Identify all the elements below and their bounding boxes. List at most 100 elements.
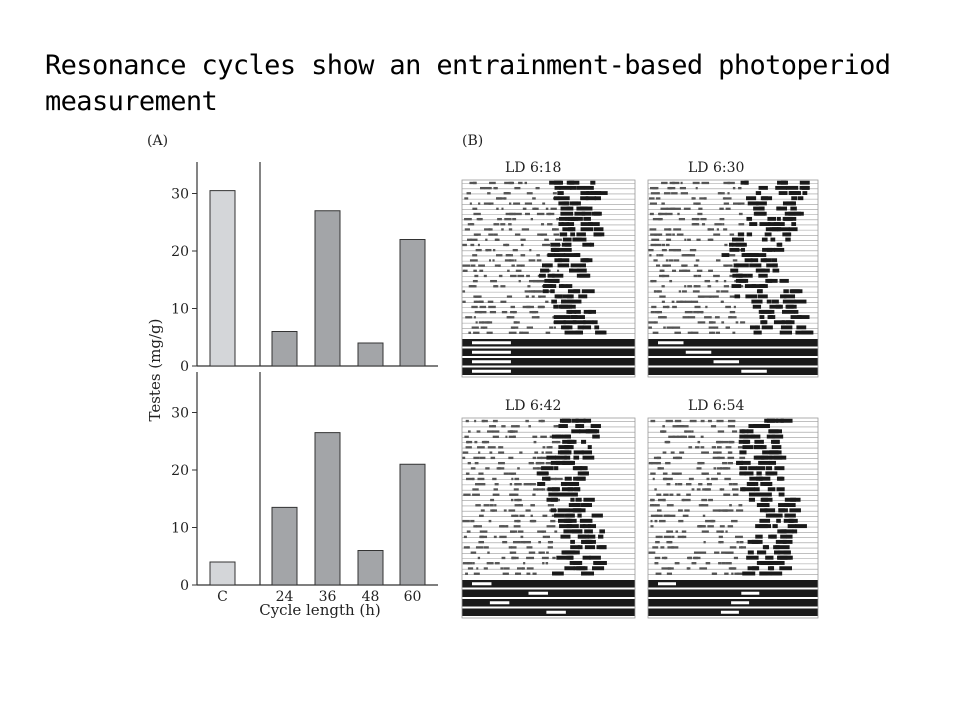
activity-band (564, 315, 571, 319)
activity-mark (549, 326, 554, 329)
activity-mark (511, 264, 515, 267)
activity-band (570, 497, 575, 502)
activity-mark (513, 525, 521, 528)
activity-mark (467, 461, 471, 465)
activity-mark (738, 223, 745, 226)
panel-a: (A) Testes (mg/g) Cycle length (h) 0 10 20… (146, 133, 438, 619)
ld-light-bar (741, 369, 767, 373)
activity-mark (479, 535, 488, 539)
activity-band (563, 529, 570, 534)
activity-mark (479, 269, 484, 272)
activity-mark (688, 316, 696, 319)
activity-mark (716, 467, 722, 470)
activity-band (576, 315, 585, 319)
activity-band (785, 237, 791, 242)
activity-mark (728, 551, 734, 554)
activity-mark (718, 192, 725, 195)
activity-band (746, 555, 759, 560)
activity-mark (739, 546, 743, 549)
activity-mark (532, 207, 537, 210)
activity-band (739, 429, 745, 434)
activity-mark (470, 264, 476, 267)
activity-mark (672, 326, 681, 329)
activity-mark (490, 279, 497, 283)
activity-mark (517, 519, 520, 523)
activity-band (560, 450, 572, 455)
bar-chart-top: 0 10 20 30 (171, 162, 438, 375)
activity-band (754, 445, 763, 450)
activity-mark (516, 567, 524, 570)
activity-mark (494, 223, 500, 226)
actogram-frame (647, 179, 819, 378)
activity-mark (473, 316, 476, 319)
activity-band (766, 299, 772, 304)
activity-mark (682, 535, 687, 539)
activity-mark (725, 446, 732, 449)
activity-band (583, 309, 592, 314)
activity-mark (521, 228, 530, 231)
activity-band (778, 492, 785, 497)
activity-mark (478, 264, 485, 267)
activity-mark (666, 238, 669, 241)
activity-mark (541, 488, 546, 491)
activity-mark (671, 300, 675, 303)
activity-band (580, 258, 589, 263)
activity-mark (526, 572, 531, 575)
activity-mark (472, 254, 478, 257)
activity-mark (668, 248, 677, 252)
activity-band (757, 289, 763, 294)
activity-band (740, 487, 746, 492)
activity-band (739, 434, 749, 439)
activity-mark (464, 269, 468, 272)
activity-mark (474, 295, 482, 298)
activity-band (593, 560, 606, 565)
activity-band (550, 508, 557, 513)
activity-band (760, 258, 767, 263)
activity-mark (498, 446, 501, 449)
activity-band (564, 476, 572, 481)
activity-band (777, 555, 788, 560)
activity-band (572, 237, 578, 242)
activity-mark (542, 446, 546, 449)
activity-mark (668, 567, 674, 570)
activity-mark (464, 228, 470, 231)
activity-mark (528, 259, 536, 262)
activity-mark (668, 435, 675, 439)
activity-band (559, 185, 572, 190)
activity-mark (708, 295, 715, 298)
activity-mark (655, 535, 660, 539)
activity-band (744, 434, 756, 439)
activity-band (746, 253, 759, 257)
activity-band (783, 518, 793, 523)
activity-mark (492, 419, 498, 423)
activity-mark (496, 207, 499, 210)
activity-mark (511, 514, 517, 518)
activity-mark (697, 295, 705, 298)
activity-mark (493, 233, 498, 236)
activity-mark (545, 331, 551, 334)
activity-band (558, 284, 564, 288)
activity-band (783, 550, 790, 555)
activity-band (756, 268, 764, 273)
activity-mark (650, 192, 659, 195)
activity-band (753, 330, 762, 335)
activity-mark (671, 472, 680, 475)
activity-mark (721, 551, 729, 554)
activity-mark (511, 556, 516, 560)
activity-mark (526, 556, 535, 560)
activity-mark (733, 202, 740, 205)
y-tick-label: 20 (171, 244, 189, 260)
activity-mark (665, 243, 670, 247)
activity-mark (485, 238, 488, 241)
activity-mark (727, 181, 735, 185)
ld-light-bar (685, 350, 712, 354)
activity-band (749, 476, 763, 481)
activity-mark (698, 525, 702, 528)
activity-band (790, 315, 802, 319)
activity-mark (691, 217, 700, 221)
activity-band (759, 571, 773, 576)
activity-mark (656, 509, 662, 512)
activity-band (543, 284, 553, 288)
activity-band (593, 232, 602, 237)
panel-a-label: (A) (147, 133, 168, 149)
